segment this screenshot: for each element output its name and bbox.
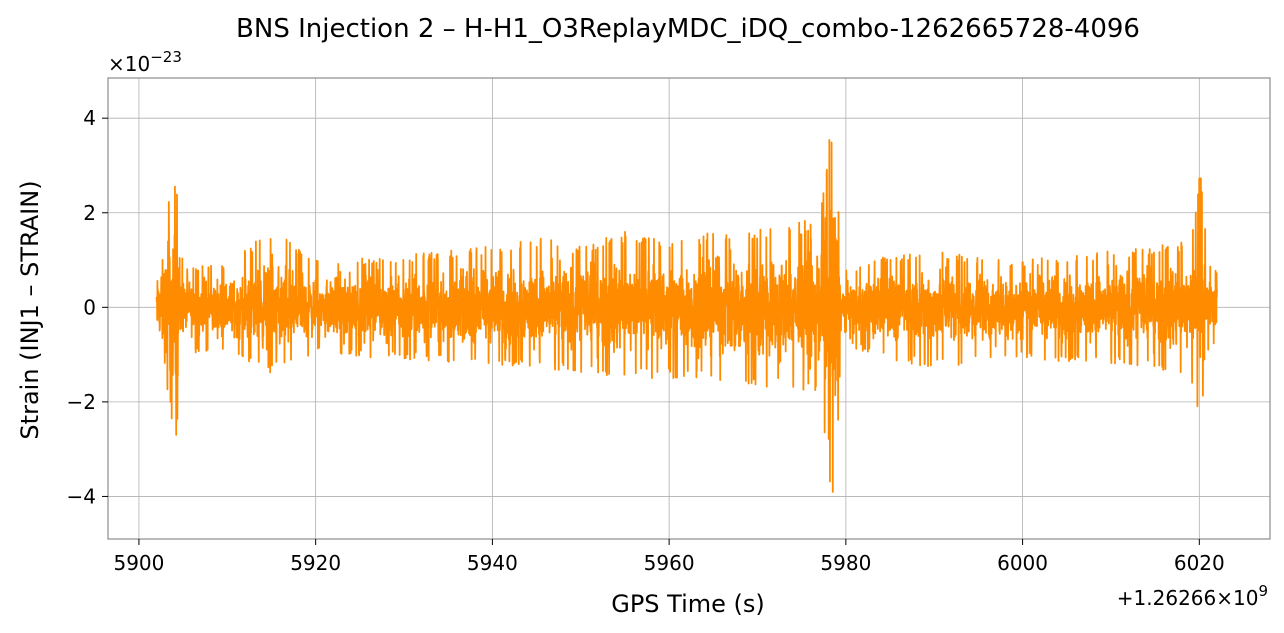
y-tick-label: 0 — [83, 295, 96, 319]
x-offset-exponent: 9 — [1258, 582, 1268, 600]
y-axis: −4 −2 0 2 4 — [67, 106, 108, 508]
x-tick-label: 5900 — [113, 551, 164, 575]
x-tick-label: 5920 — [290, 551, 341, 575]
x-tick-label: 5940 — [467, 551, 518, 575]
y-multiplier-exponent: −23 — [150, 48, 182, 66]
y-multiplier-base: ×10 — [108, 52, 150, 76]
x-axis: 5900 5920 5940 5960 5980 6000 6020 — [113, 539, 1225, 575]
x-tick-label: 6000 — [997, 551, 1048, 575]
x-offset-base: +1.26266×10 — [1117, 586, 1259, 610]
svg-text:×10−23: ×10−23 — [108, 48, 182, 76]
series-layer — [155, 139, 1218, 493]
plot-frame — [107, 77, 1271, 540]
chart-title: BNS Injection 2 – H-H1_O3ReplayMDC_iDQ_c… — [236, 14, 1140, 44]
y-axis-label: Strain (INJ1 – STRAIN) — [16, 180, 44, 439]
x-tick-label: 5980 — [820, 551, 871, 575]
svg-text:+1.26266×109: +1.26266×109 — [1117, 582, 1268, 610]
x-axis-label: GPS Time (s) — [611, 590, 765, 618]
y-tick-label: −2 — [67, 390, 96, 414]
x-tick-label: 6020 — [1174, 551, 1225, 575]
y-tick-label: −4 — [67, 484, 96, 508]
y-tick-label: 2 — [83, 201, 96, 225]
x-tick-label: 5960 — [644, 551, 695, 575]
x-offset: +1.26266×109 — [1117, 582, 1268, 610]
y-tick-label: 4 — [83, 106, 96, 130]
series-line — [155, 139, 1218, 493]
y-multiplier: ×10−23 — [108, 48, 182, 76]
